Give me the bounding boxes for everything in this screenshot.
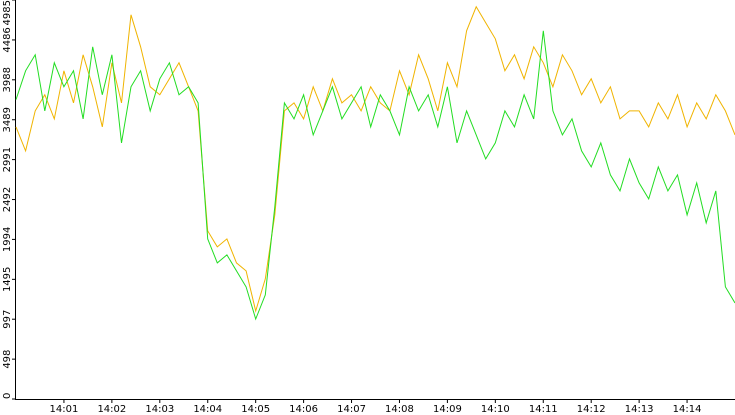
x-tick-label: 14:13 — [625, 404, 654, 415]
x-tick-label: 14:09 — [433, 404, 462, 415]
x-tick-label: 14:02 — [97, 404, 126, 415]
y-tick-label: 997 — [2, 310, 13, 329]
y-tick-label: 0 — [2, 393, 13, 399]
x-tick-label: 14:04 — [193, 404, 222, 415]
y-tick-label: 498 — [2, 350, 13, 369]
y-tick-label: 1495 — [2, 267, 13, 292]
x-tick-label: 14:14 — [673, 404, 702, 415]
x-tick-label: 14:03 — [145, 404, 174, 415]
x-tick-label: 14:08 — [385, 404, 414, 415]
x-tick-label: 14:01 — [50, 404, 79, 415]
series-line — [15, 5, 735, 313]
y-tick-label: 3489 — [2, 107, 13, 132]
y-tick-label: 2492 — [2, 187, 13, 212]
x-tick-label: 14:11 — [529, 404, 558, 415]
y-tick-label: 1994 — [2, 227, 13, 252]
x-tick-label: 14:10 — [481, 404, 510, 415]
x-tick-label: 14:12 — [577, 404, 606, 415]
x-tick-label: 14:07 — [337, 404, 366, 415]
x-tick-label: 14:05 — [241, 404, 270, 415]
y-tick-label: 4985 — [2, 0, 13, 25]
x-tick-label: 14:06 — [289, 404, 318, 415]
y-tick-label: 4486 — [2, 27, 13, 52]
series-line — [15, 30, 735, 321]
y-tick-label: 2991 — [2, 147, 13, 172]
y-tick-label: 3988 — [2, 67, 13, 92]
